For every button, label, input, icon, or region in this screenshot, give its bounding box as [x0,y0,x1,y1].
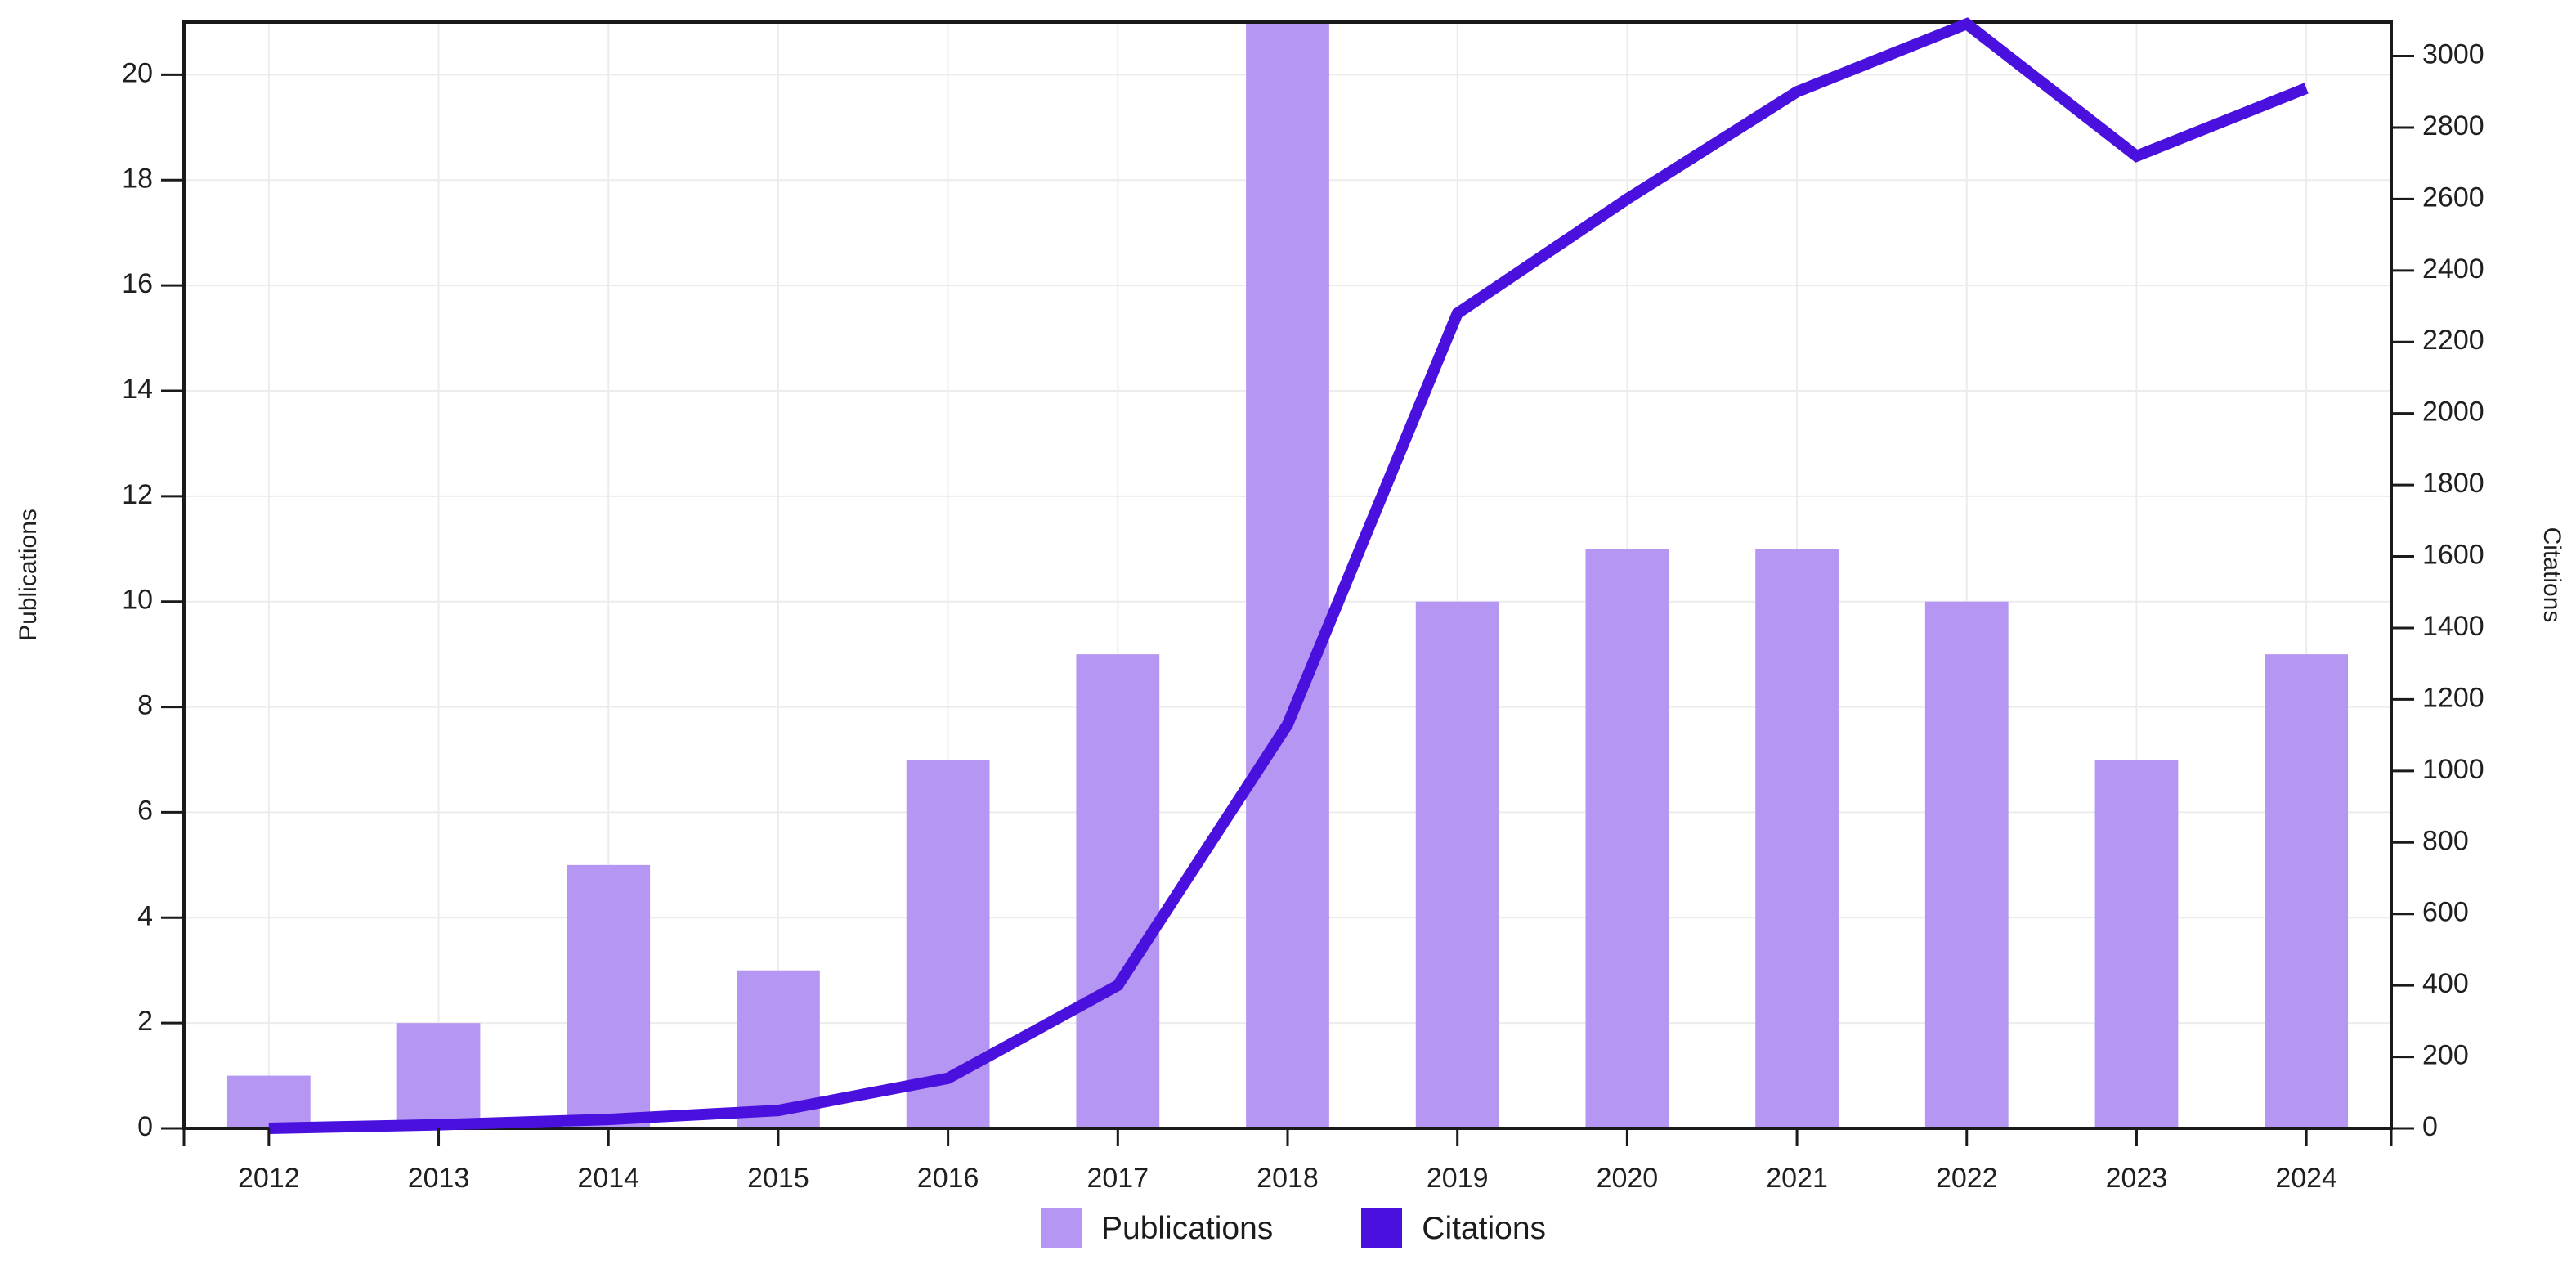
right-axis-tick-label: 1800 [2422,468,2484,499]
left-axis-tick-label: 8 [137,690,153,721]
publications-bars-layer [226,22,2349,1128]
right-axis-tick-label: 1400 [2422,611,2484,642]
left-axis-title: Publications [15,509,42,641]
legend-item-publications: Publications [1041,1208,1273,1248]
x-axis-tick-label: 2021 [1766,1163,1828,1194]
x-axis-tick-label: 2014 [577,1163,639,1194]
right-axis-tick-label: 600 [2422,897,2469,928]
left-axis-tick-label: 14 [122,374,153,405]
citations-legend-label: Citations [1422,1210,1547,1246]
axis-ticks-layer [161,55,2414,1146]
right-axis-tick-label: 1200 [2422,682,2484,713]
right-axis-tick-label: 200 [2422,1040,2469,1071]
left-axis-tick-label: 12 [122,479,153,510]
chart-legend: Publications Citations [1041,1208,1546,1248]
publications-bar-2023 [2094,760,2179,1128]
x-axis-tick-label: 2023 [2106,1163,2168,1194]
right-axis-tick-label: 400 [2422,968,2469,999]
right-axis-tick-label: 1000 [2422,754,2484,785]
left-axis-tick-label: 18 [122,163,153,194]
publications-bar-2014 [567,864,651,1128]
right-axis-tick-label: 3000 [2422,39,2484,70]
left-axis-tick-label: 20 [122,57,153,88]
publications-bar-2018 [1246,22,1329,1128]
axis-tick-labels-layer: 0246810121416182002004006008001000120014… [122,39,2484,1194]
x-axis-tick-label: 2017 [1086,1163,1149,1194]
right-axis-tick-label: 0 [2422,1111,2438,1142]
x-axis-tick-label: 2015 [747,1163,809,1194]
right-axis-tick-label: 800 [2422,825,2469,856]
left-axis-tick-label: 2 [137,1006,153,1037]
right-axis-tick-label: 2200 [2422,325,2484,356]
x-axis-tick-label: 2020 [1597,1163,1659,1194]
publications-legend-swatch-icon [1041,1208,1082,1248]
publications-bar-2012 [226,1075,311,1128]
legend-item-citations: Citations [1361,1208,1546,1248]
x-axis-tick-label: 2016 [917,1163,979,1194]
citations-line-layer [268,17,2309,1134]
right-axis-tick-label: 2800 [2422,110,2484,141]
left-axis-tick-label: 6 [137,795,153,826]
right-axis-tick-label: 1600 [2422,540,2484,571]
x-axis-tick-label: 2019 [1427,1163,1489,1194]
publications-bar-2017 [1076,654,1160,1128]
right-axis-tick-label: 2600 [2422,182,2484,213]
left-axis-tick-label: 16 [122,268,153,299]
publications-bar-2024 [2265,654,2349,1128]
publications-bar-2021 [1755,549,1839,1128]
citations-line [268,17,2309,1134]
x-axis-tick-label: 2024 [2275,1163,2337,1194]
x-axis-tick-label: 2012 [238,1163,300,1194]
left-axis-tick-label: 4 [137,900,153,931]
x-axis-tick-label: 2022 [1936,1163,1998,1194]
publications-legend-label: Publications [1101,1210,1274,1246]
publications-bar-2022 [1924,601,2009,1128]
right-axis-tick-label: 2400 [2422,253,2484,285]
publications-bar-2020 [1585,549,1669,1128]
x-axis-tick-label: 2013 [408,1163,470,1194]
x-axis-tick-label: 2018 [1257,1163,1319,1194]
right-axis-title: Citations [2538,527,2565,623]
publications-bar-2013 [396,1023,481,1128]
left-axis-tick-label: 0 [137,1111,153,1142]
left-axis-tick-label: 10 [122,585,153,616]
publications-bar-2019 [1415,601,1499,1128]
citations-legend-swatch-icon [1361,1208,1403,1248]
right-axis-tick-label: 2000 [2422,397,2484,428]
